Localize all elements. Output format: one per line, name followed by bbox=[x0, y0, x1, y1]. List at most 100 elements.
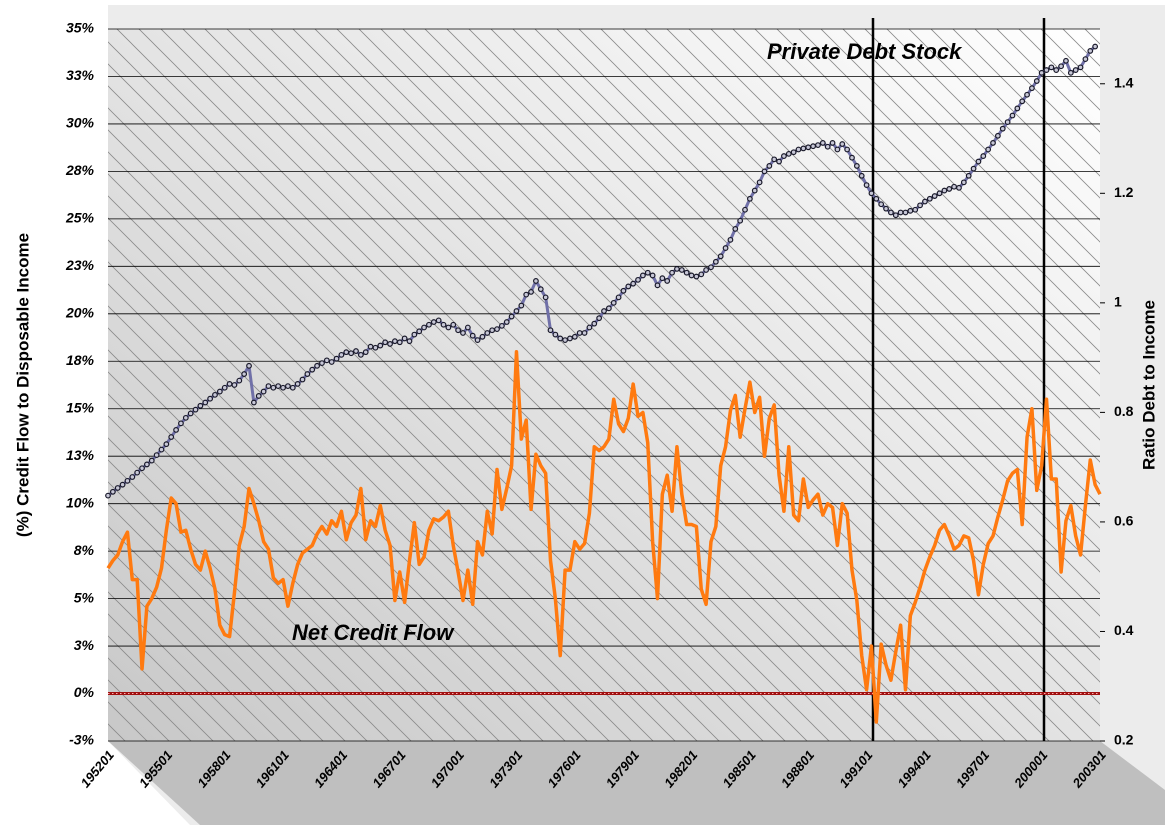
data-point bbox=[771, 156, 778, 163]
data-point bbox=[469, 332, 476, 339]
data-point bbox=[158, 446, 165, 453]
plot-hatch bbox=[108, 29, 1100, 741]
data-point bbox=[1077, 64, 1084, 71]
data-point bbox=[503, 319, 510, 325]
data-point bbox=[873, 195, 880, 202]
data-point bbox=[547, 327, 554, 334]
data-point bbox=[289, 384, 296, 391]
data-point bbox=[464, 324, 471, 331]
data-point bbox=[323, 357, 330, 364]
data-point bbox=[153, 452, 160, 459]
data-point bbox=[513, 308, 520, 314]
y-tick-label: 10% bbox=[66, 494, 95, 510]
data-point bbox=[119, 481, 126, 488]
data-point bbox=[596, 315, 603, 322]
data-point bbox=[109, 488, 116, 495]
data-point bbox=[294, 381, 301, 387]
data-point bbox=[455, 327, 462, 334]
data-point bbox=[985, 146, 992, 153]
data-point bbox=[581, 330, 588, 336]
data-point bbox=[742, 206, 748, 213]
data-point bbox=[319, 360, 325, 366]
data-point bbox=[562, 337, 568, 343]
data-point bbox=[956, 184, 962, 191]
data-point bbox=[435, 317, 442, 324]
data-point bbox=[212, 391, 218, 398]
data-point bbox=[1024, 91, 1030, 98]
y-tick-label: 0% bbox=[74, 684, 95, 700]
data-point bbox=[999, 125, 1006, 132]
data-point bbox=[1082, 56, 1089, 63]
y-tick-label: 30% bbox=[66, 115, 95, 131]
data-point bbox=[216, 388, 223, 395]
data-point bbox=[897, 209, 904, 216]
data-point bbox=[960, 179, 967, 186]
data-point bbox=[265, 383, 272, 389]
data-point bbox=[173, 427, 179, 433]
data-point bbox=[926, 195, 933, 202]
data-point bbox=[683, 269, 690, 276]
data-point bbox=[134, 469, 141, 476]
data-point bbox=[586, 324, 593, 331]
y-axis-title: (%) Credit Flow to Disposable Income bbox=[13, 233, 32, 537]
data-point bbox=[970, 165, 977, 172]
data-point bbox=[571, 333, 578, 340]
data-point bbox=[605, 305, 612, 312]
data-point bbox=[810, 143, 816, 150]
data-point bbox=[250, 399, 257, 406]
data-point bbox=[392, 338, 398, 345]
data-point bbox=[703, 267, 710, 273]
data-point bbox=[1063, 57, 1069, 64]
data-point bbox=[868, 190, 875, 197]
data-point bbox=[168, 434, 175, 440]
data-point bbox=[781, 153, 787, 159]
data-point bbox=[776, 158, 782, 165]
data-point bbox=[800, 145, 807, 152]
data-point bbox=[1033, 78, 1040, 84]
data-point bbox=[255, 393, 262, 399]
data-point bbox=[338, 351, 345, 358]
data-point bbox=[630, 280, 637, 287]
data-point bbox=[931, 193, 938, 199]
data-point bbox=[139, 465, 145, 472]
data-point bbox=[785, 150, 792, 157]
data-point bbox=[883, 205, 889, 212]
data-point bbox=[357, 351, 364, 358]
data-point bbox=[489, 327, 496, 334]
data-point bbox=[498, 322, 505, 329]
y-tick-label: 8% bbox=[74, 542, 95, 558]
data-point bbox=[178, 420, 184, 427]
data-point bbox=[362, 349, 369, 356]
data-point bbox=[644, 269, 651, 276]
data-point bbox=[426, 321, 432, 328]
data-point bbox=[1043, 67, 1050, 73]
data-point bbox=[299, 376, 306, 383]
data-point bbox=[761, 168, 768, 175]
data-point bbox=[1004, 119, 1011, 126]
data-point bbox=[853, 163, 860, 169]
data-point bbox=[450, 321, 457, 328]
data-point bbox=[922, 198, 928, 205]
data-point bbox=[343, 349, 350, 356]
data-point bbox=[669, 269, 675, 276]
y-tick-label: 25% bbox=[65, 210, 95, 226]
data-point bbox=[819, 140, 826, 146]
data-point bbox=[202, 399, 209, 406]
data-point bbox=[270, 384, 277, 391]
data-point bbox=[231, 382, 238, 388]
data-point bbox=[805, 144, 812, 151]
data-point bbox=[552, 331, 559, 338]
data-point bbox=[990, 140, 996, 146]
data-point bbox=[197, 402, 204, 409]
data-point bbox=[221, 384, 228, 391]
data-point bbox=[907, 207, 914, 214]
data-point bbox=[523, 291, 530, 298]
data-point bbox=[727, 236, 734, 243]
y2-tick-label: 0.2 bbox=[1114, 732, 1134, 748]
data-point bbox=[688, 272, 695, 279]
data-point bbox=[751, 187, 758, 194]
data-point bbox=[980, 153, 987, 159]
data-point bbox=[815, 142, 821, 149]
data-point bbox=[314, 362, 320, 369]
data-point bbox=[285, 383, 291, 389]
